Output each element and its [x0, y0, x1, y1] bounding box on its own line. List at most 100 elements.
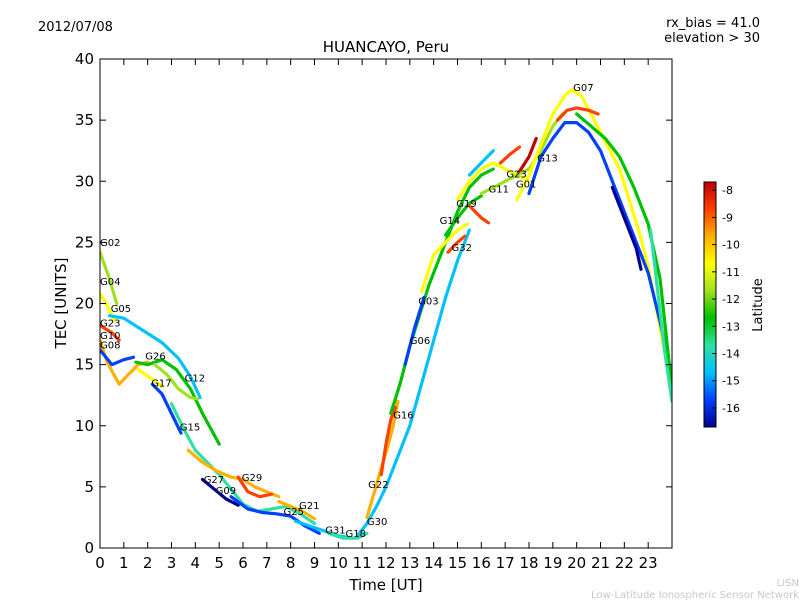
series-g05	[107, 314, 202, 400]
y-tick-label: 20	[75, 295, 94, 313]
x-tick-label: 9	[310, 554, 320, 572]
series-g19	[444, 194, 483, 237]
colorbar-tick-label: -16	[722, 402, 740, 415]
series-g01b	[479, 112, 564, 196]
satellite-label: G03	[418, 297, 438, 308]
colorbar-tick-label: -11	[722, 266, 740, 279]
y-tick-label: 40	[75, 50, 94, 68]
satellite-label: G14	[440, 216, 460, 227]
satellite-label: G26	[145, 352, 165, 363]
satellite-label: G32	[452, 243, 472, 254]
series-g01	[467, 149, 495, 177]
colorbar-tick-label: -9	[722, 211, 733, 224]
colorbar-tick-label: -12	[722, 293, 740, 306]
footer-lisn: LISN	[777, 578, 799, 589]
colorbar-tick-label: -15	[722, 375, 740, 388]
satellite-label: G18	[346, 529, 366, 540]
y-axis: 0 5 10 15 20 25 30 35 40	[75, 50, 672, 557]
satellite-label: G12	[185, 374, 205, 385]
series-g29	[186, 448, 281, 499]
series-g03	[403, 295, 426, 367]
satellite-label: G05	[111, 304, 131, 315]
colorbar-label: Latitude	[751, 278, 766, 332]
series-g07c	[556, 106, 600, 122]
series-g28c	[575, 112, 672, 391]
series-g19b	[467, 204, 491, 225]
series-g08	[100, 348, 135, 367]
satellite-label: G13	[537, 154, 557, 165]
colorbar-gradient	[703, 181, 717, 428]
series-g02	[100, 250, 119, 306]
series-layer	[100, 88, 672, 540]
x-tick-label: 14	[424, 554, 443, 572]
x-tick-label: 18	[519, 554, 538, 572]
series-g28e	[649, 228, 672, 403]
satellite-label: G15	[180, 423, 200, 434]
y-axis-title: TEC [UNITS]	[52, 258, 70, 350]
series-g06	[389, 167, 495, 416]
x-tick-label: 16	[472, 554, 491, 572]
satellite-label: G22	[368, 480, 388, 491]
satellite-label: G23	[506, 170, 526, 181]
series-g29b	[236, 475, 274, 499]
colorbar-tick-label: -13	[722, 320, 740, 333]
x-tick-label: 1	[119, 554, 129, 572]
y-tick-label: 5	[84, 478, 94, 496]
colorbar-ticks: -8 -9 -10 -11 -12 -13 -14 -15 -16	[712, 184, 740, 415]
series-g23	[100, 323, 121, 342]
series-g12	[153, 363, 200, 401]
satellite-label: G09	[216, 486, 236, 497]
x-tick-label: 15	[448, 554, 467, 572]
satellite-label: G07	[573, 83, 593, 94]
satellite-label: G16	[393, 410, 413, 421]
satellite-label: G31	[325, 525, 345, 536]
x-tick-label: 11	[353, 554, 372, 572]
elevation-label: elevation > 30	[664, 31, 760, 46]
satellite-label: G19	[456, 199, 476, 210]
x-tick-label: 7	[262, 554, 272, 572]
x-tick-label: 5	[214, 554, 224, 572]
series-g14	[420, 222, 469, 293]
y-tick-label: 25	[75, 233, 94, 251]
series-g15	[150, 382, 183, 435]
series-g13	[515, 136, 538, 177]
series-g09	[200, 477, 240, 507]
x-tick-label: 3	[167, 554, 177, 572]
x-tick-label: 6	[238, 554, 248, 572]
x-axis-title: Time [UT]	[348, 576, 422, 594]
date-label: 2012/07/08	[38, 20, 113, 35]
satellite-label: G30	[367, 517, 387, 528]
x-tick-label: 19	[543, 554, 562, 572]
satellite-label: G06	[410, 336, 430, 347]
x-tick-label: 20	[567, 554, 586, 572]
satellite-label: G04	[100, 277, 120, 288]
satellite-label: G11	[489, 184, 509, 195]
series-g07b	[527, 121, 672, 379]
x-tick-label: 12	[376, 554, 395, 572]
x-tick-label: 23	[639, 554, 658, 572]
series-g16	[379, 405, 398, 477]
y-tick-label: 15	[75, 356, 94, 374]
series-g07	[515, 88, 669, 367]
colorbar-tick-label: -10	[722, 239, 740, 252]
satellite-label: G10	[100, 331, 120, 342]
x-tick-label: 2	[143, 554, 153, 572]
x-tick-label: 13	[400, 554, 419, 572]
series-g18	[327, 531, 369, 540]
colorbar-tick-label: -14	[722, 348, 740, 361]
series-g21	[277, 499, 317, 521]
x-tick-label: 22	[615, 554, 634, 572]
series-g27	[169, 402, 317, 526]
series-g28d	[610, 185, 643, 271]
y-tick-label: 35	[75, 111, 94, 129]
satellite-label: G21	[299, 501, 319, 512]
satellite-label: G27	[204, 475, 224, 486]
satellite-label: G08	[100, 341, 120, 352]
y-tick-label: 10	[75, 417, 94, 435]
satellite-label: G02	[100, 238, 120, 249]
x-tick-label: 21	[591, 554, 610, 572]
series-g32	[446, 234, 467, 254]
x-tick-label: 4	[191, 554, 201, 572]
